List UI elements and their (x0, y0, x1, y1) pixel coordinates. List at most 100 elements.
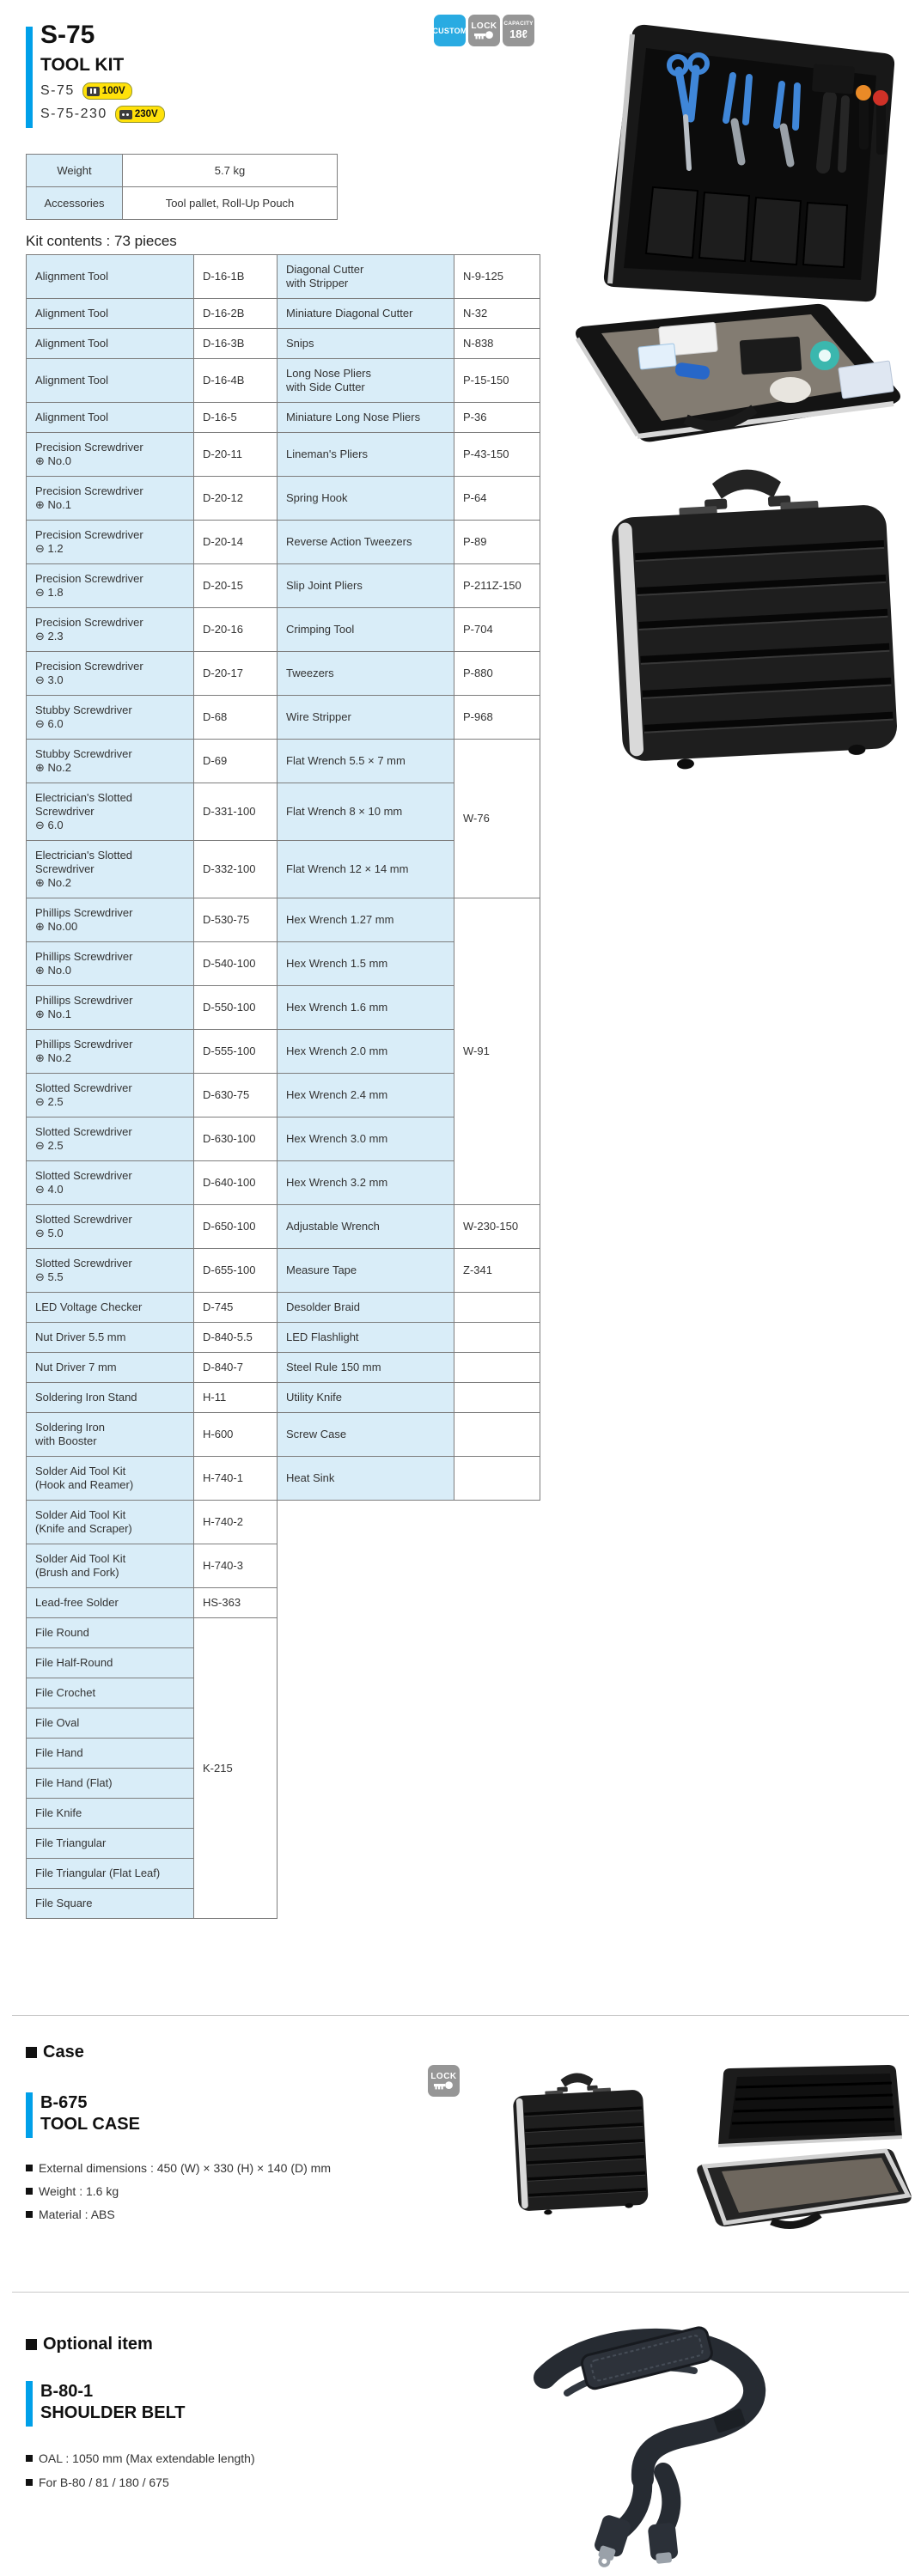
tool-name-cell: Precision Screwdriver ⊕ No.0 (26, 432, 194, 477)
kit-table-row: Phillips Screwdriver ⊕ No.00 D-530-75 Hex … (26, 898, 540, 1205)
tool-name-cell: Precision Screwdriver ⊖ 3.0 (26, 651, 194, 696)
tool-name-cell: Alignment Tool (26, 358, 194, 403)
model-number-cell: D-745 (193, 1292, 278, 1323)
tool-name-cell: Nut Driver 7 mm (26, 1352, 194, 1383)
model-number-cell: HS-363 (193, 1587, 278, 1618)
accent-bar (26, 2381, 33, 2427)
closed-case-illustration (593, 460, 915, 790)
product-photo-open-tool-kit (557, 15, 918, 454)
kit-table-row: LED Voltage Checker D-745 Desolder Braid (26, 1292, 540, 1323)
kit-table-row: File Oval (26, 1708, 540, 1739)
kit-table-row: Alignment Tool D-16-4B Long Nose Pliers wi… (26, 358, 540, 403)
spec-square-bullet (26, 2211, 33, 2218)
tool-name-cell: Flat Wrench 12 × 14 mm (277, 840, 454, 898)
heading-square-bullet (26, 2339, 37, 2350)
case-spec-line: External dimensions : 450 (W) × 330 (H) … (26, 2161, 331, 2175)
model-number-cell: N-838 (454, 328, 540, 359)
model-number-cell: P-89 (454, 520, 540, 564)
model-number-cell: Z-341 (454, 1248, 540, 1293)
tool-name-cell: Solder Aid Tool Kit (Brush and Fork) (26, 1544, 194, 1588)
kit-table-row: Solder Aid Tool Kit (Knife and Scraper) H… (26, 1500, 540, 1544)
model-number-cell (454, 1352, 540, 1383)
tool-name-cell: Alignment Tool (26, 328, 194, 359)
tool-name-cell: Heat Sink (277, 1456, 454, 1501)
tool-name-cell: File Half-Round (26, 1647, 194, 1678)
model-number-cell: D-16-3B (193, 328, 278, 359)
kit-table-row: Electrician's Slotted Screwdriver ⊕ No.2… (26, 840, 540, 898)
tool-name-cell: Hex Wrench 3.2 mm (277, 1160, 454, 1205)
tool-name-cell: File Square (26, 1888, 194, 1919)
tool-name-cell: Precision Screwdriver ⊖ 1.8 (26, 563, 194, 608)
tool-name-cell: Alignment Tool (26, 298, 194, 329)
kit-table-row: Electrician's Slotted Screwdriver ⊖ 6.0 D… (26, 783, 540, 841)
tool-name-cell: Flat Wrench 8 × 10 mm (277, 783, 454, 841)
kit-table-row: File Half-Round (26, 1647, 540, 1678)
model-number-cell (454, 1292, 540, 1323)
variant-model: S-75-230 (40, 107, 107, 121)
tool-name-cell: Hex Wrench 1.27 mm (277, 898, 454, 942)
spec-value: 5.7 kg (122, 154, 338, 187)
kit-table-row: Slotted Screwdriver ⊖ 4.0 D-640-100 Hex Wr… (26, 1160, 540, 1205)
model-number-cell (454, 1412, 540, 1457)
tool-name-cell: Slotted Screwdriver ⊖ 5.0 (26, 1204, 194, 1249)
model-number-cell: P-36 (454, 402, 540, 433)
feature-badges: CUSTOM LOCK CAPACITY 18ℓ (432, 15, 534, 46)
belt-type-title: SHOULDER BELT (40, 2403, 186, 2422)
tool-name-cell: Precision Screwdriver ⊖ 1.2 (26, 520, 194, 564)
model-number-cell: D-630-75 (193, 1073, 278, 1117)
tool-name-cell: File Crochet (26, 1678, 194, 1708)
model-number-cell: D-550-100 (193, 985, 278, 1030)
kit-table-row: File Triangular (26, 1828, 540, 1859)
kit-table-row: File Hand (Flat) (26, 1768, 540, 1799)
plug-icon (86, 86, 100, 96)
model-number-cell: H-740-1 (193, 1456, 278, 1501)
model-number-cell: D-540-100 (193, 941, 278, 986)
tool-name-cell: Precision Screwdriver ⊕ No.1 (26, 476, 194, 521)
tool-name-cell: Utility Knife (277, 1382, 454, 1413)
model-number-cell: D-555-100 (193, 1029, 278, 1074)
section-divider (12, 2292, 909, 2293)
tool-name-cell: Slip Joint Pliers (277, 563, 454, 608)
custom-badge: CUSTOM (432, 15, 467, 46)
kit-table-row: Slotted Screwdriver ⊖ 5.5 D-655-100 Measur… (26, 1248, 540, 1293)
spec-value: Tool pallet, Roll-Up Pouch (122, 186, 338, 220)
tool-name-cell: Lead-free Solder (26, 1587, 194, 1618)
model-number-cell: D-16-1B (193, 254, 278, 299)
tool-name-cell: File Triangular (Flat Leaf) (26, 1858, 194, 1889)
kit-table-row: Phillips Screwdriver ⊕ No.0 D-540-100 Hex … (26, 941, 540, 986)
model-number-cell: H-600 (193, 1412, 278, 1457)
model-number-cell: D-20-14 (193, 520, 278, 564)
product-photo-closed-case (593, 460, 915, 795)
model-number-cell: D-655-100 (193, 1248, 278, 1293)
spec-square-bullet (26, 2479, 33, 2486)
tool-name-cell: File Hand (Flat) (26, 1768, 194, 1799)
kit-table-row: Precision Screwdriver ⊖ 2.3 D-20-16 Crimpi… (26, 607, 540, 652)
tool-name-cell: Measure Tape (277, 1248, 454, 1293)
voltage-label: 230V (134, 109, 158, 119)
kit-table-row: Lead-free Solder HS-363 (26, 1587, 540, 1618)
kit-table-row: Solder Aid Tool Kit (Hook and Reamer) H-7… (26, 1456, 540, 1501)
product-model-title: S-75 (40, 21, 95, 49)
model-number-cell: D-20-11 (193, 432, 278, 477)
tool-name-cell: Soldering Iron with Booster (26, 1412, 194, 1457)
kit-table-row: Stubby Screwdriver ⊕ No.2 D-69 Flat Wrench… (26, 739, 540, 898)
kit-table-row: Solder Aid Tool Kit (Brush and Fork) H-74… (26, 1544, 540, 1588)
tool-name-cell: Spring Hook (277, 476, 454, 521)
open-empty-case-illustration (697, 2065, 912, 2229)
model-number-cell: N-9-125 (454, 254, 540, 299)
model-number-cell: D-20-17 (193, 651, 278, 696)
tool-name-cell: Electrician's Slotted Screwdriver ⊖ 6.0 (26, 783, 194, 841)
accent-bar (26, 2092, 33, 2138)
tool-name-cell: Snips (277, 328, 454, 359)
tool-name-cell: File Oval (26, 1708, 194, 1739)
model-number-cell: P-15-150 (454, 358, 540, 403)
product-type-title: TOOL KIT (40, 55, 125, 75)
closed-case-small-illustration (479, 2068, 681, 2225)
belt-model-title: B-80-1 (40, 2382, 94, 2401)
model-number-cell: D-16-5 (193, 402, 278, 433)
model-number-cell: H-11 (193, 1382, 278, 1413)
spec-label: Weight (26, 154, 123, 187)
tool-name-cell: Alignment Tool (26, 254, 194, 299)
kit-table-row: Stubby Screwdriver ⊖ 6.0 D-68 Wire Strippe… (26, 695, 540, 740)
capacity-badge: CAPACITY 18ℓ (503, 15, 534, 46)
